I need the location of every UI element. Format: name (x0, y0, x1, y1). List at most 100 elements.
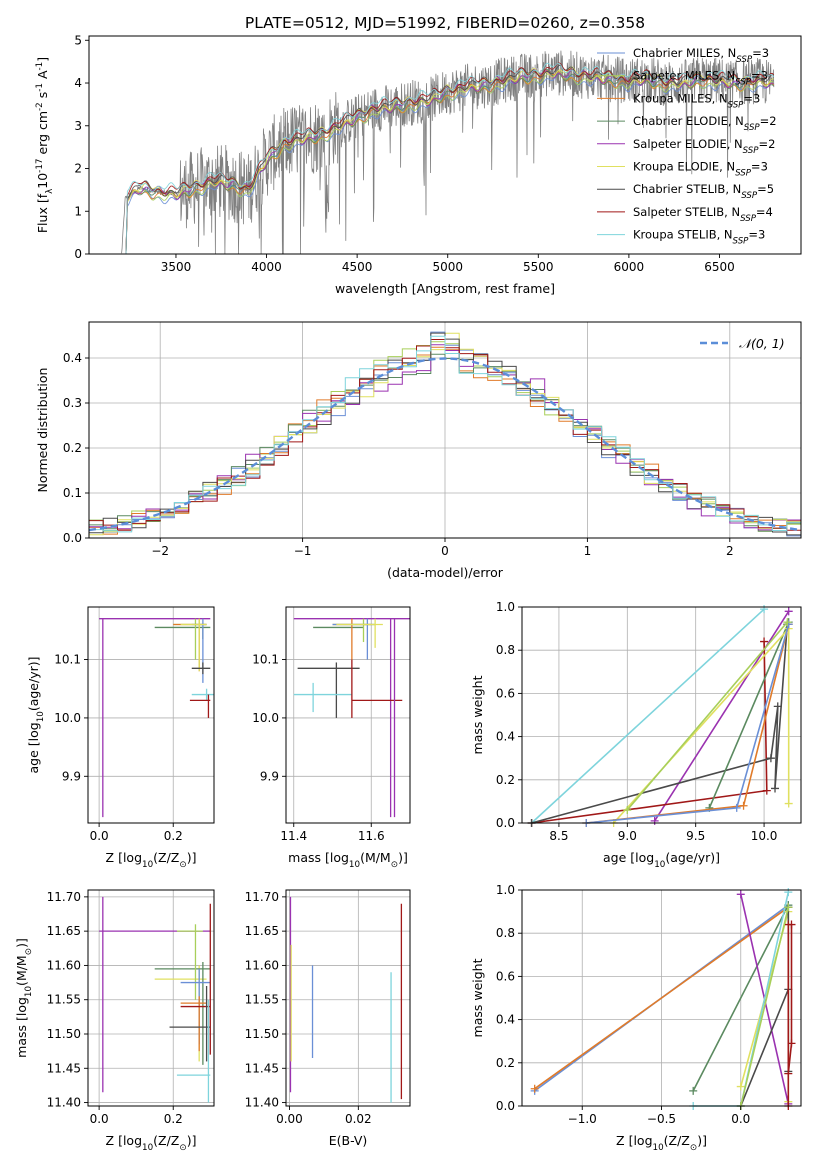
x-axis-label: age [log10(age/yr)] (603, 850, 720, 870)
weight-line (787, 924, 793, 1106)
legend-entry: Salpeter ELODIE, NSSP=2 (597, 137, 775, 156)
x-tick-label: 0 (441, 544, 449, 558)
y-tick-label: 11.70 (47, 890, 81, 904)
y-tick-label: 0.6 (496, 969, 515, 983)
x-tick-label: 0.2 (164, 829, 183, 843)
x-tick-label: 5500 (523, 260, 554, 274)
y-tick-label: 10.0 (54, 711, 81, 725)
axes-frame (285, 606, 411, 824)
legend-entry: Chabrier ELODIE, NSSP=2 (597, 114, 777, 133)
plot-area (293, 618, 410, 818)
weight-marker (760, 637, 769, 646)
legend-entry: Chabrier MILES, NSSP=3 (597, 46, 769, 65)
legend-label: Chabrier ELODIE, NSSP=2 (633, 114, 777, 133)
legend-label: Salpeter ELODIE, NSSP=2 (633, 137, 775, 156)
errorbar (154, 626, 211, 640)
mass-vs-metallicity-panel: 0.0 0.2 11.40 11.45 11.50 11.55 11.60 11.65 11.7… (14, 889, 215, 1153)
errorbar (180, 618, 207, 672)
weight-line (626, 621, 788, 811)
errorbar (176, 924, 203, 1000)
weight-marker (784, 1069, 793, 1078)
errorbar (332, 618, 376, 643)
weight-line (692, 904, 790, 1092)
weight-marker (623, 806, 632, 815)
weight-series (527, 620, 792, 827)
axes-frame (87, 606, 215, 824)
legend-equals: = (748, 228, 758, 242)
weight-marker (784, 799, 793, 808)
weight-marker (650, 816, 659, 825)
model-spectrum-line (121, 66, 774, 254)
y-tick-label: 11.40 (47, 1096, 81, 1110)
y-tick-label: 0.0 (496, 1099, 515, 1113)
x-axis-label: wavelength [Angstrom, rest frame] (335, 281, 555, 296)
x-tick-label: 11.6 (358, 829, 385, 843)
errorbar (173, 618, 207, 672)
y-tick-label: 11.50 (245, 1027, 279, 1041)
legend-nssp: 2 (769, 114, 776, 128)
legend-text: Salpeter MILES, N (633, 69, 735, 83)
y-tick-label: 0.0 (63, 531, 82, 545)
legend-entry: Salpeter MILES, NSSP=3 (597, 69, 768, 88)
legend-subscript: SSP (735, 78, 752, 88)
y-tick-label: 0.2 (496, 773, 515, 787)
weight-line (654, 610, 790, 822)
axes-frame (285, 889, 411, 1107)
x-tick-label: 11.4 (280, 829, 307, 843)
model-spectrum-line (121, 62, 775, 254)
weight-marker (783, 618, 792, 627)
weight-line (613, 626, 790, 824)
y-tick-label: 11.70 (245, 890, 279, 904)
legend-equals: = (760, 114, 770, 128)
residual-histogram-step (89, 335, 801, 533)
weight-line (534, 906, 789, 1090)
x-axis-label: E(B-V) (329, 1133, 368, 1148)
plot-area (89, 331, 801, 537)
y-tick-label: 0.2 (63, 441, 82, 455)
legend-text: Chabrier MILES, N (633, 46, 736, 60)
mass-vs-ebv-panel: 0.00 0.02 11.40 11.45 11.50 11.55 11.60 11.65 11… (245, 889, 411, 1148)
y-axis-label: Flux [fλ10-17 erg cm-2 s-1 A-1] (35, 57, 55, 233)
legend-subscript: SSP (741, 191, 758, 201)
x-tick-label: 6000 (614, 260, 645, 274)
x-axis-label: Z [log10(Z/Z⊙)] (106, 850, 197, 870)
y-tick-label: 0.4 (496, 1013, 515, 1027)
x-tick-label: 5000 (432, 260, 463, 274)
weight-series (582, 620, 793, 827)
y-tick-label: 0.6 (496, 686, 515, 700)
y-axis-label: age [log10(age/yr)] (26, 656, 46, 773)
weight-marker (762, 786, 771, 795)
legend-text: Chabrier STELIB, N (633, 182, 741, 196)
y-tick-label: 11.60 (47, 958, 81, 972)
y-tick-label: 0.0 (496, 816, 515, 830)
y-tick-label: 1.0 (496, 883, 515, 897)
errorbar (189, 694, 211, 718)
legend-nssp: 3 (761, 160, 768, 174)
legend-nssp: 3 (753, 91, 760, 105)
x-tick-label: 9.0 (618, 829, 637, 843)
x-tick-label: 0.02 (345, 1112, 372, 1126)
model-spectrum-line (121, 69, 775, 254)
errorbar (176, 999, 211, 1103)
errorbar (180, 903, 211, 1055)
y-tick-label: 11.55 (47, 993, 81, 1007)
x-tick-label: 3500 (161, 260, 192, 274)
x-axis-label: (data-model)/error (387, 565, 504, 580)
y-tick-label: 0.4 (496, 730, 515, 744)
weight-marker (771, 784, 780, 793)
legend-equals: = (756, 205, 766, 219)
x-axis-label: Z [log10(Z/Z⊙)] (106, 1133, 197, 1153)
plot-area-unclipped (530, 888, 796, 1110)
observed-spectrum-line (121, 50, 775, 254)
errorbar (191, 688, 214, 701)
y-tick-label: 2 (74, 162, 82, 176)
legend-equals: = (743, 91, 753, 105)
errorbar (154, 962, 211, 1065)
weight-marker (784, 888, 793, 897)
legend-equals: = (757, 182, 767, 196)
y-tick-label: 11.40 (245, 1096, 279, 1110)
legend-label: Salpeter MILES, NSSP=3 (633, 69, 768, 88)
legend-equals: = (758, 137, 768, 151)
x-tick-label: 0.0 (90, 829, 109, 843)
